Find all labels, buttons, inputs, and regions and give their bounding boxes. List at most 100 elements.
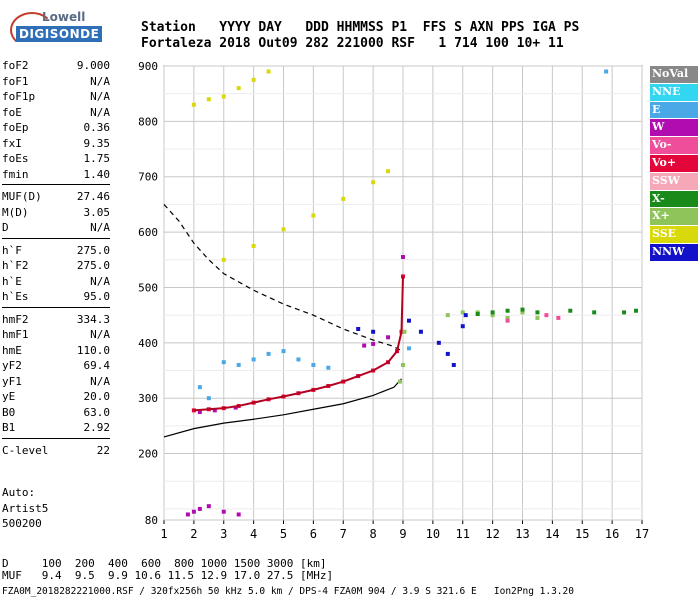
logo-arc (10, 12, 54, 48)
echo-point (236, 512, 241, 517)
electron-density-profile (163, 378, 402, 438)
param-separator (2, 237, 110, 239)
legend-entry: X+ (650, 208, 698, 226)
echo-point (341, 196, 346, 201)
param-name: hmF1 (2, 328, 29, 341)
param-name: M(D) (2, 205, 29, 219)
echo-point (206, 504, 211, 509)
param-name: C-level (2, 443, 49, 457)
echo-point (311, 213, 316, 218)
echo-point (221, 360, 226, 365)
echo-point (386, 335, 391, 340)
echo-point (266, 69, 271, 74)
param-row: yF2 69.4 (2, 358, 110, 374)
echo-point (356, 326, 361, 331)
param-name: hmF2 (2, 312, 29, 326)
auto-label: Auto: (2, 486, 36, 499)
autoscaling-info: Auto: Artist5 500200 (2, 485, 48, 532)
y-tick-label: 600 (138, 226, 158, 239)
param-row: C-level 22 (2, 443, 110, 459)
echo-point (622, 310, 627, 315)
param-row: yF1 N/A (2, 374, 110, 390)
param-value: 110.0 (76, 343, 110, 357)
echo-point (401, 255, 405, 260)
y-tick-label: 200 (138, 448, 158, 461)
logo-top-text: Lowell (42, 10, 86, 24)
x-tick-label: 10 (426, 527, 440, 541)
y-tick-label: 80 (145, 514, 158, 527)
logo-bottom-text: DIGISONDE (16, 26, 103, 42)
x-tick-label: 8 (370, 527, 377, 541)
f2-trace (193, 276, 404, 412)
x-tick-label: 12 (485, 527, 499, 541)
param-value: 9.35 (83, 136, 111, 150)
param-name: foEs (2, 152, 29, 165)
param-row: B1 2.92 (2, 420, 110, 436)
echo-point (451, 362, 456, 367)
echo-point (251, 357, 256, 362)
param-row: foE N/A (2, 105, 110, 121)
param-name: foF1 (2, 74, 29, 88)
echo-point (191, 509, 196, 514)
param-value: N/A (90, 221, 110, 234)
param-name: h`F2 (2, 259, 29, 272)
echo-point (236, 362, 241, 367)
station-header: Station YYYY DAY DDD HHMMSS P1 FFS S AXN… (141, 20, 579, 52)
legend-entry: E (650, 101, 698, 119)
echo-point (221, 509, 226, 514)
param-row: foEs 1.75 (2, 151, 110, 167)
echo-point (520, 310, 525, 315)
param-row: B0 63.0 (2, 405, 110, 421)
legend-entry: NNW (650, 243, 698, 261)
param-value: 22 (96, 443, 110, 457)
echo-point (418, 329, 423, 334)
echo-point (505, 308, 510, 313)
echo-point (206, 396, 211, 401)
echo-point (556, 315, 561, 320)
echo-point (362, 343, 367, 348)
param-name: yE (2, 390, 16, 403)
echo-point (236, 86, 241, 91)
param-name: D (2, 221, 9, 234)
legend-entry: W (650, 119, 698, 137)
x-tick-label: 16 (605, 527, 619, 541)
param-name: yF1 (2, 374, 22, 388)
x-tick-label: 17 (635, 527, 649, 541)
parameter-table: foF2 9.000 foF1 N/A foF1p N/A foE N/A foEp 0.36 fx… (2, 58, 110, 458)
echo-point (445, 313, 450, 318)
param-row: hmE 110.0 (2, 343, 110, 359)
param-row: D N/A (2, 220, 110, 236)
echo-point (490, 313, 495, 318)
echo-point (436, 340, 441, 345)
param-value: 275.0 (76, 243, 110, 257)
auto-code: 500200 (2, 517, 42, 530)
echo-point (221, 257, 226, 262)
x-tick-label: 13 (515, 527, 529, 541)
param-value: 3.05 (83, 205, 111, 219)
param-row: M(D) 3.05 (2, 205, 110, 221)
param-name: fxI (2, 136, 22, 150)
echo-point (544, 313, 549, 318)
param-row: hmF1 N/A (2, 327, 110, 343)
echo-point (592, 310, 597, 315)
echo-point (406, 318, 411, 323)
echo-point (463, 313, 468, 318)
param-value: 69.4 (83, 359, 111, 372)
param-value: 1.75 (83, 152, 111, 165)
param-value: 2.92 (83, 421, 111, 434)
echo-point (568, 308, 573, 313)
param-value: 275.0 (76, 259, 110, 272)
param-name: foF1p (2, 90, 36, 103)
x-tick-label: 5 (280, 527, 287, 541)
param-value: N/A (90, 274, 110, 288)
param-value: 27.46 (76, 190, 110, 203)
echo-point (535, 315, 540, 320)
param-row: foF1p N/A (2, 89, 110, 105)
echo-point (535, 310, 540, 315)
param-row: yE 20.0 (2, 389, 110, 405)
echo-point (326, 365, 331, 370)
y-tick-label: 800 (138, 115, 158, 128)
legend-entry: SSE (650, 226, 698, 243)
file-info-footer: FZA0M_2018282221000.RSF / 320fx256h 50 k… (2, 586, 574, 597)
